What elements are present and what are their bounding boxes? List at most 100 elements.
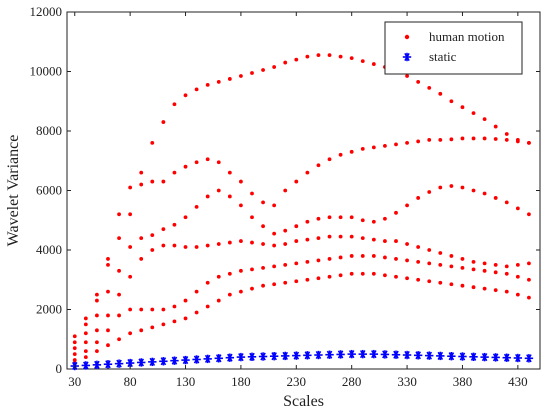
y-axis-title: Wavelet Variance	[5, 135, 22, 247]
data-point	[72, 340, 77, 345]
data-point	[150, 233, 155, 238]
data-point	[316, 163, 321, 168]
data-point	[327, 234, 332, 239]
data-point	[502, 353, 511, 362]
x-tick-label: 80	[124, 374, 137, 389]
data-point	[227, 170, 232, 175]
data-point	[316, 216, 321, 221]
data-point	[327, 53, 332, 58]
data-point	[294, 279, 299, 284]
data-point	[338, 255, 343, 260]
data-point	[383, 143, 387, 148]
data-point	[504, 200, 509, 205]
data-point	[92, 360, 102, 370]
data-point	[471, 285, 476, 290]
data-point	[438, 138, 443, 142]
data-point	[216, 160, 221, 165]
data-point	[250, 267, 254, 272]
data-point	[150, 179, 155, 184]
data-point	[360, 59, 365, 63]
y-tick-label: 8000	[36, 123, 62, 138]
data-point	[239, 74, 243, 78]
data-point	[83, 331, 88, 336]
data-point	[314, 350, 323, 360]
data-point	[183, 316, 188, 321]
data-point	[261, 224, 265, 229]
data-point	[493, 137, 498, 141]
data-point	[181, 355, 190, 365]
series-static	[70, 349, 534, 371]
data-point	[515, 274, 520, 279]
data-point	[83, 340, 88, 345]
data-point	[183, 298, 188, 303]
data-point	[272, 231, 277, 236]
data-point	[227, 292, 232, 297]
data-point	[427, 190, 432, 194]
data-point	[106, 328, 110, 333]
data-point	[425, 351, 434, 360]
data-point	[216, 298, 221, 303]
data-point	[272, 203, 277, 208]
data-point	[305, 54, 310, 59]
data-point	[203, 354, 212, 364]
data-point	[524, 354, 534, 363]
data-point	[305, 277, 310, 282]
data-point	[360, 254, 365, 258]
data-point	[371, 254, 376, 258]
data-point	[427, 261, 432, 266]
data-point	[261, 283, 265, 288]
data-point	[139, 328, 144, 333]
legend-marker	[404, 34, 410, 40]
data-point	[125, 358, 135, 368]
data-point	[305, 260, 310, 264]
data-point	[504, 264, 509, 269]
data-point	[449, 264, 454, 269]
data-point	[227, 194, 232, 199]
data-point	[117, 313, 121, 318]
data-point	[294, 239, 299, 243]
data-point	[371, 219, 376, 224]
data-point	[336, 350, 345, 359]
data-point	[493, 262, 498, 267]
data-point	[394, 210, 398, 215]
data-point	[239, 268, 243, 273]
data-point	[327, 257, 332, 261]
data-point	[239, 239, 243, 243]
data-point	[338, 273, 343, 278]
data-point	[72, 346, 77, 351]
data-point	[427, 248, 432, 252]
data-point	[250, 286, 254, 291]
data-point	[493, 196, 498, 200]
legend-box	[384, 21, 523, 75]
data-point	[294, 224, 299, 229]
data-point	[225, 353, 235, 362]
data-point	[349, 56, 354, 61]
data-point	[316, 236, 321, 241]
data-point	[380, 350, 390, 359]
data-point	[460, 265, 465, 270]
data-point	[172, 319, 177, 324]
data-point	[95, 313, 99, 318]
data-point	[183, 245, 188, 249]
data-point	[172, 102, 177, 107]
data-point	[349, 271, 354, 276]
data-point	[161, 307, 166, 312]
data-point	[416, 260, 421, 264]
series-human-motion	[72, 53, 531, 365]
data-point	[471, 111, 476, 116]
data-point	[117, 337, 121, 342]
data-point	[405, 242, 409, 246]
y-tick-label: 4000	[36, 242, 62, 257]
data-point	[137, 358, 146, 367]
data-point	[383, 216, 387, 221]
data-point	[294, 261, 299, 266]
data-point	[281, 351, 290, 361]
data-point	[305, 237, 310, 242]
data-point	[327, 274, 332, 279]
x-tick-label: 430	[508, 374, 528, 389]
data-point	[527, 141, 531, 145]
data-point	[405, 74, 409, 78]
data-point	[513, 353, 523, 363]
data-point	[194, 204, 199, 209]
data-point	[139, 182, 144, 187]
